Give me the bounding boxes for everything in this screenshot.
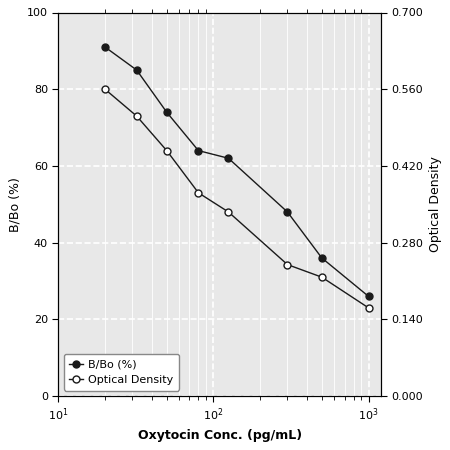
B/Bo (%) — [164, 109, 170, 115]
B/Bo (%) — [196, 148, 201, 153]
Line: B/Bo (%): B/Bo (%) — [102, 44, 372, 300]
B/Bo (%) — [366, 294, 371, 299]
B/Bo (%) — [134, 68, 140, 73]
Optical Density — [285, 262, 290, 267]
X-axis label: Oxytocin Conc. (pg/mL): Oxytocin Conc. (pg/mL) — [138, 429, 302, 441]
Optical Density — [226, 209, 231, 215]
B/Bo (%) — [285, 209, 290, 215]
Optical Density — [366, 305, 371, 310]
Legend: B/Bo (%), Optical Density: B/Bo (%), Optical Density — [64, 354, 179, 391]
Y-axis label: Optical Density: Optical Density — [429, 156, 441, 252]
B/Bo (%) — [226, 156, 231, 161]
Optical Density — [102, 86, 108, 92]
Optical Density — [319, 274, 324, 280]
B/Bo (%) — [319, 255, 324, 261]
Optical Density — [134, 113, 140, 119]
Line: Optical Density: Optical Density — [102, 86, 372, 311]
Optical Density — [196, 190, 201, 195]
B/Bo (%) — [102, 44, 108, 50]
Optical Density — [164, 148, 170, 153]
Y-axis label: B/Bo (%): B/Bo (%) — [9, 177, 21, 232]
